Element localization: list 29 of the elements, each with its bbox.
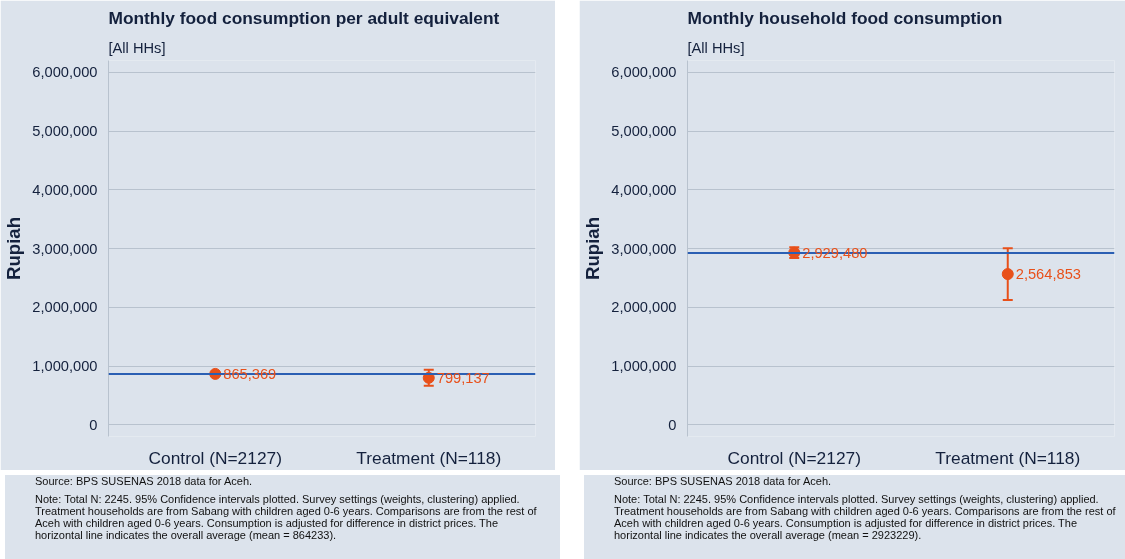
text: Note: Total N: 2245. 95% Confidence intervals plotted. Survey settings (weights, clustering) applied. Treatment households are from Sabang with children aged 0-6 years. Comparisons are from the rest of Aceh with children aged 0-6 years. Consumption is adjusted for difference in district prices. The horizontal line indicates the overall average (mean = 864233). <box>35 493 538 542</box>
chart-subtitle: [All HHs] <box>687 39 745 56</box>
chart-title: Monthly household food consumption <box>687 7 1003 28</box>
source-note: Source: BPS SUSENAS 2018 data for Aceh. <box>614 475 833 488</box>
y-tick-label: 1,000,000 <box>611 358 677 374</box>
y-tick-label: 3,000,000 <box>611 240 677 257</box>
data-label: 2,564,853 <box>1015 266 1081 283</box>
source-note: Source: BPS SUSENAS 2018 data for Aceh. <box>35 475 254 488</box>
x-tick-label: Control (N=2127) <box>727 447 861 468</box>
y-tick-label: 6,000,000 <box>611 64 677 81</box>
y-tick-label: 2,000,000 <box>611 299 677 316</box>
x-tick-label: Treatment (N=118) <box>356 447 502 468</box>
chart-subtitle: [All HHs] <box>108 39 166 56</box>
y-axis-title: Rupiah <box>582 216 604 281</box>
y-tick-label: 0 <box>668 416 677 433</box>
y-tick-label: 0 <box>89 416 98 433</box>
chart-title: Monthly food consumption per adult equivalent <box>108 7 500 28</box>
text: Note: Total N: 2245. 95% Confidence intervals plotted. Survey settings (weights, clustering) applied. Treatment households are from Sabang with children aged 0-6 years. Comparisons are from the rest of Aceh with children aged 0-6 years. Consumption is adjusted for difference in district prices. The horizontal line indicates the overall average (mean = 2923229). <box>614 493 1117 542</box>
y-tick-label: 3,000,000 <box>32 240 98 257</box>
y-tick-label: 6,000,000 <box>32 64 98 81</box>
x-tick-label: Treatment (N=118) <box>935 447 1081 468</box>
y-tick-label: 4,000,000 <box>32 181 98 198</box>
y-axis-title: Rupiah <box>3 216 25 281</box>
y-tick-label: 2,000,000 <box>32 299 98 316</box>
x-tick-label: Control (N=2127) <box>148 447 282 468</box>
y-tick-label: 1,000,000 <box>32 358 98 374</box>
y-tick-label: 5,000,000 <box>611 123 677 139</box>
y-tick-label: 5,000,000 <box>32 123 98 139</box>
y-tick-label: 4,000,000 <box>611 181 677 198</box>
